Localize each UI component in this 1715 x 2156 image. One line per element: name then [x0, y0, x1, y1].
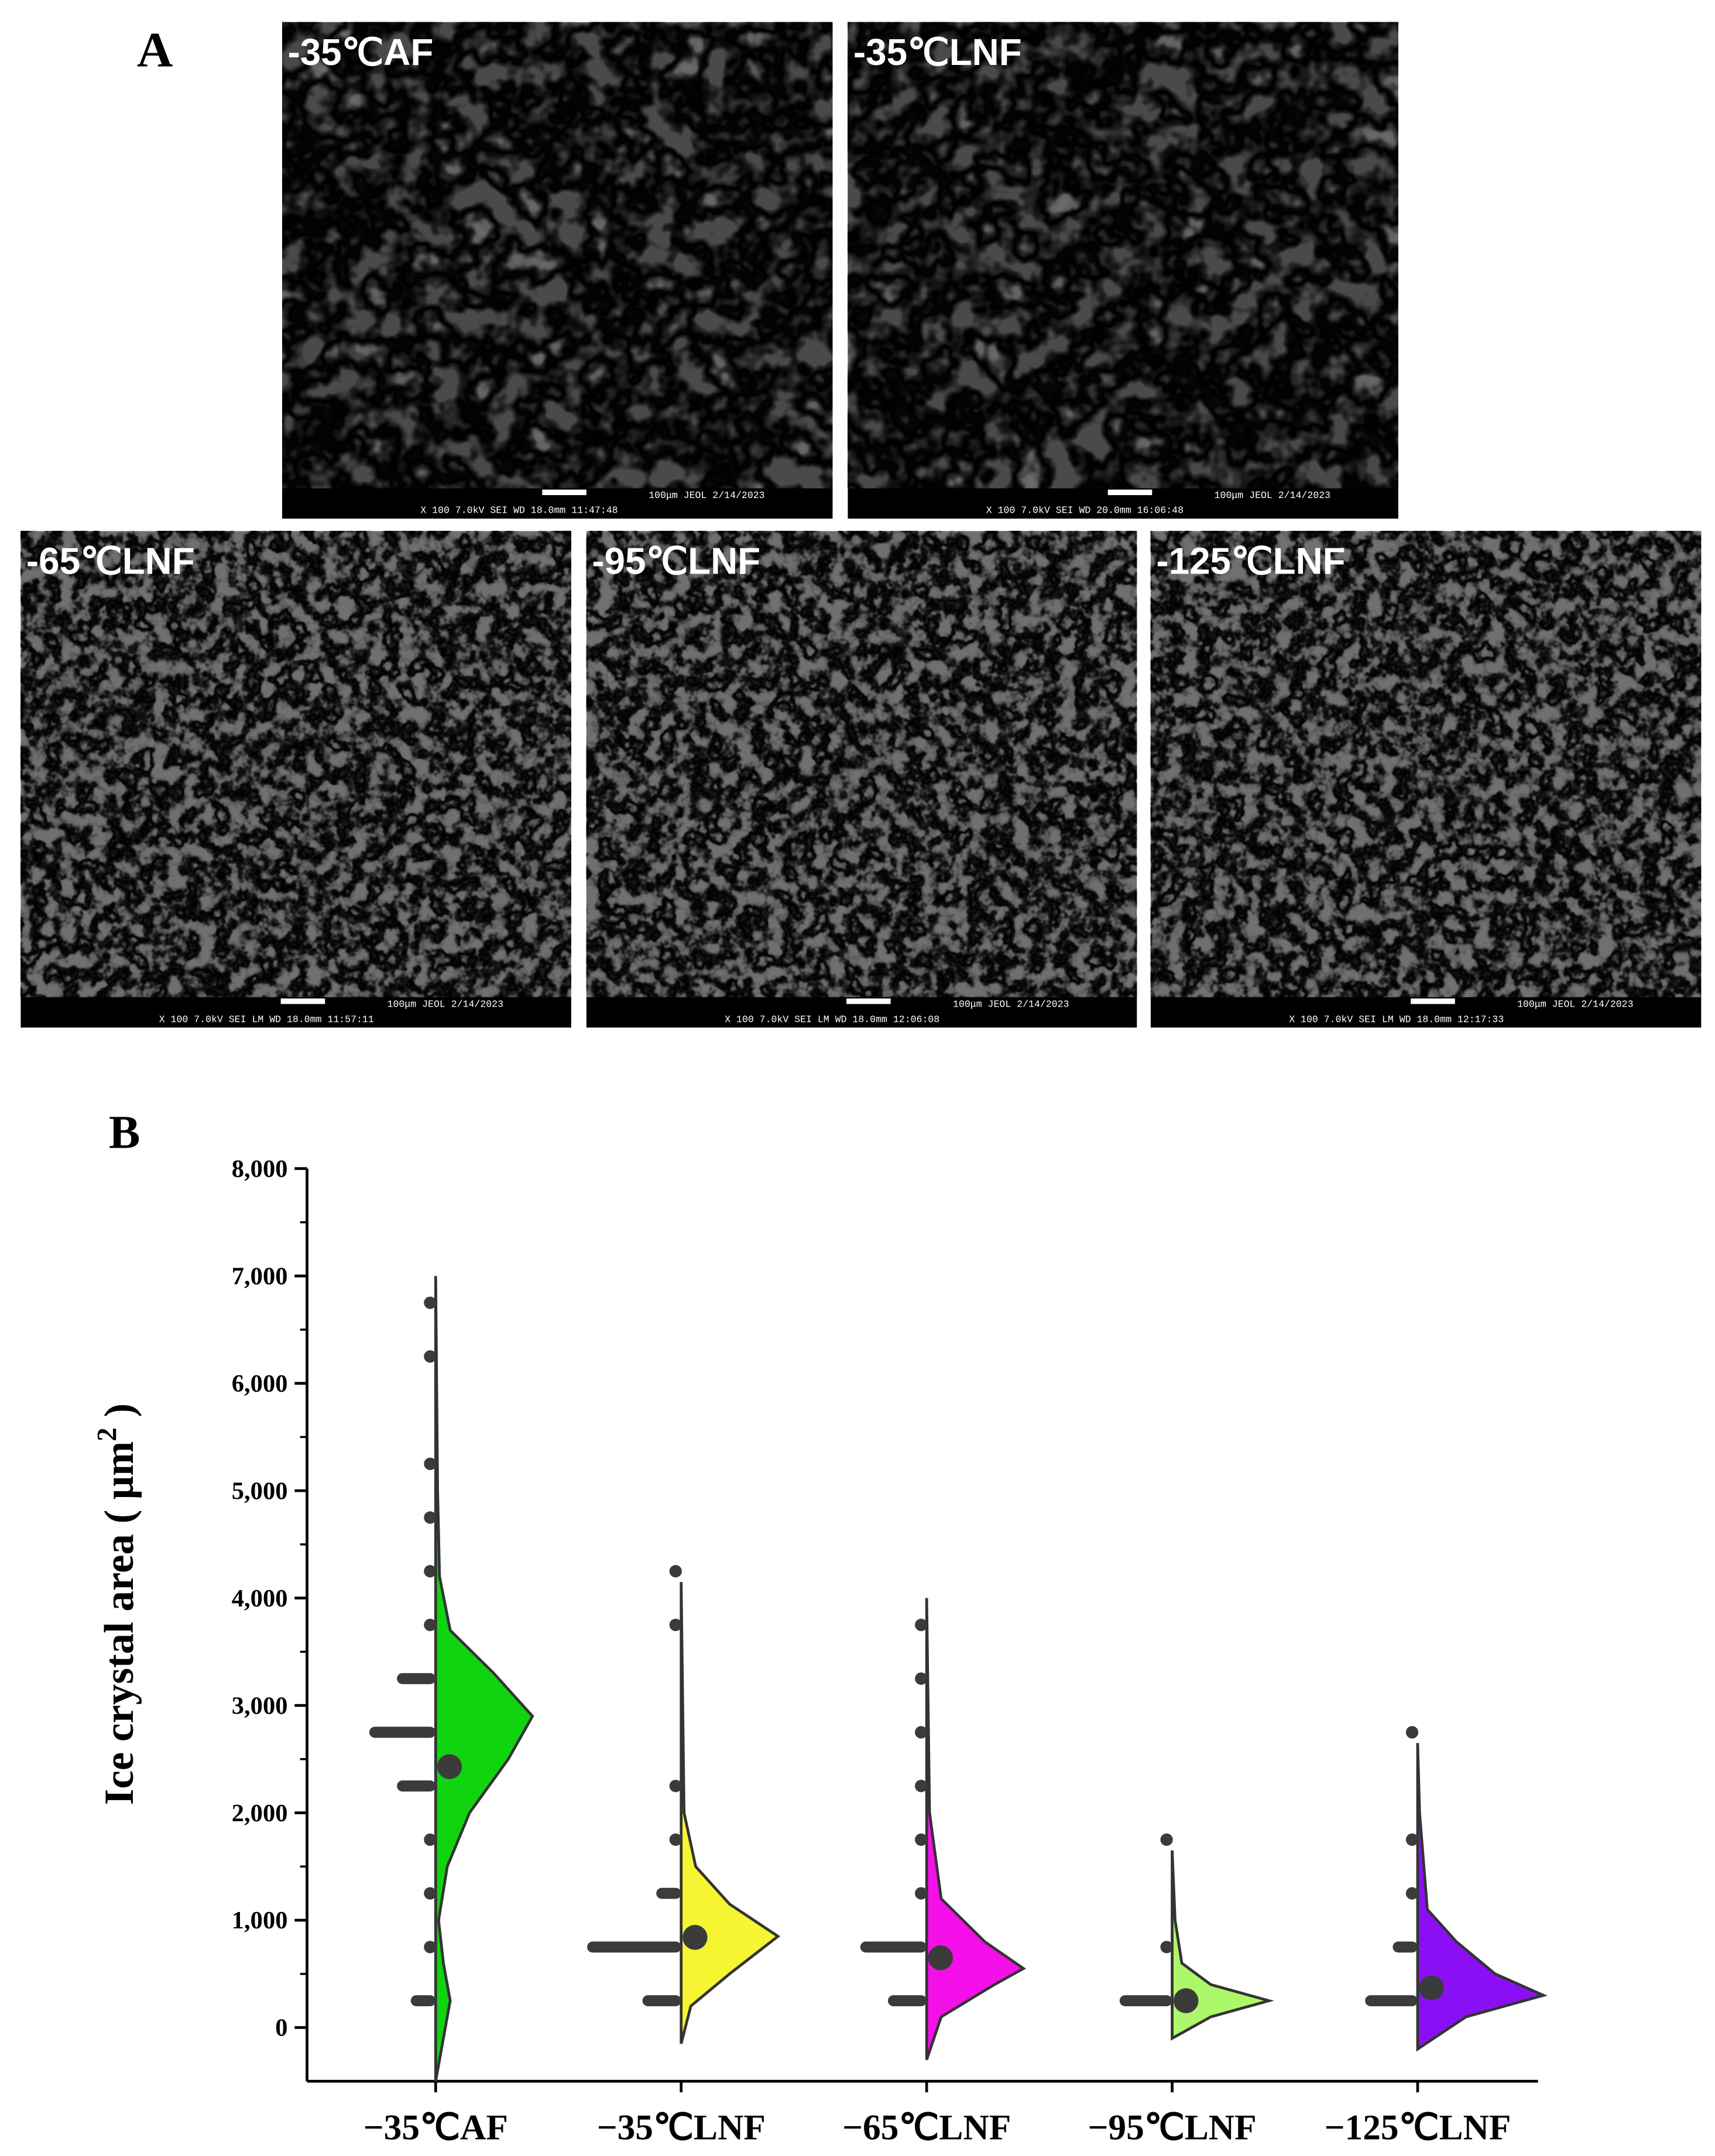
x-tick-label: −35℃LNF [597, 2108, 766, 2148]
scale-bar [1411, 998, 1455, 1004]
image-label: -95℃LNF [592, 540, 760, 582]
info-bar-text: X 100 7.0kV SEI LM WD 18.0mm 12:17:33 [1289, 1014, 1504, 1025]
x-tick-label: −95℃LNF [1088, 2108, 1256, 2148]
panel-label: A [137, 23, 173, 78]
data-point [424, 1350, 437, 1363]
data-point [1405, 1887, 1419, 1900]
image-label: -125℃LNF [1156, 540, 1345, 582]
y-axis-label-end: ) [97, 1403, 142, 1427]
y-tick-label: 1,000 [232, 1907, 288, 1934]
sem-image: 100μm JEOL 2/14/2023 X 100 7.0kV SEI WD 2… [848, 22, 1398, 519]
info-bar-text: 100μm JEOL 2/14/2023 [1517, 998, 1633, 1010]
image-texture [586, 531, 1137, 997]
scale-bar [542, 489, 586, 496]
y-axis-label-sup: 2 [92, 1427, 122, 1441]
y-tick-label: 3,000 [232, 1692, 288, 1719]
data-point [1405, 1833, 1419, 1846]
mean-point [1419, 1975, 1444, 2000]
image-texture [1150, 531, 1702, 997]
data-point [1160, 1833, 1173, 1846]
violin [434, 1276, 534, 2082]
data-point [669, 1780, 682, 1793]
panel-label: B [109, 1106, 140, 1158]
info-bar-text: 100μm JEOL 2/14/2023 [649, 490, 764, 501]
y-axis-label-text: Ice crystal area ( μm [97, 1441, 142, 1805]
y-tick-label: 6,000 [232, 1370, 288, 1398]
data-point [915, 1672, 928, 1685]
data-point [424, 1618, 437, 1632]
data-point [915, 1833, 928, 1846]
sem-image: 100μm JEOL 2/14/2023 X 100 7.0kV SEI LM W… [20, 531, 571, 1028]
y-axis-label: Ice crystal area ( μm2 ) [92, 1403, 142, 1805]
y-tick-label: 7,000 [232, 1262, 288, 1290]
data-point [915, 1618, 928, 1632]
info-bar-text: 100μm JEOL 2/14/2023 [387, 998, 503, 1010]
mean-point [682, 1925, 708, 1950]
scale-bar [1107, 489, 1153, 496]
sem-image: 100μm JEOL 2/14/2023 X 100 7.0kV SEI LM W… [586, 531, 1137, 1028]
data-point [1405, 1726, 1419, 1739]
data-point [915, 1726, 928, 1739]
info-bar-text: 100μm JEOL 2/14/2023 [1215, 490, 1330, 501]
chart: 0 1,000 2,000 3,000 4,000 5,000 6,000 7,000 8,00… [92, 1155, 1548, 2148]
info-bar-text: X 100 7.0kV SEI WD 18.0mm 11:47:48 [420, 505, 618, 516]
image-label: -35℃LNF [853, 31, 1022, 73]
data-point [915, 1780, 928, 1793]
sem-image: 100μm JEOL 2/14/2023 X 100 7.0kV SEI WD 1… [282, 22, 833, 519]
mean-point [928, 1945, 953, 1970]
data-point [424, 1833, 437, 1846]
data-point [669, 1618, 682, 1632]
info-bar-text: 100μm JEOL 2/14/2023 [953, 998, 1069, 1010]
data-point [669, 1565, 682, 1578]
sem-images: 100μm JEOL 2/14/2023 X 100 7.0kV SEI WD 1… [20, 22, 1702, 1028]
data-point [669, 1833, 682, 1846]
x-tick-label: −65℃LNF [842, 2108, 1011, 2148]
info-bar-text: X 100 7.0kV SEI LM WD 18.0mm 12:06:08 [725, 1014, 939, 1025]
x-tick-label: −35℃AF [363, 2108, 508, 2148]
y-tick-label: 0 [275, 2014, 287, 2042]
data-point [1160, 1941, 1173, 1954]
data-point [424, 1887, 437, 1900]
scale-bar [280, 998, 325, 1004]
mean-point [437, 1754, 462, 1779]
image-label: -35℃AF [287, 31, 433, 73]
scale-bar [846, 998, 891, 1004]
data-point [424, 1941, 437, 1954]
violin [1171, 1850, 1274, 2041]
image-label: -65℃LNF [26, 540, 195, 582]
y-tick-label: 5,000 [232, 1477, 288, 1505]
data-point [915, 1887, 928, 1900]
mean-point [1173, 1988, 1199, 2013]
info-bar-text: X 100 7.0kV SEI WD 20.0mm 16:06:48 [986, 505, 1184, 516]
x-tick-label: −125℃LNF [1324, 2108, 1511, 2148]
sem-image: 100μm JEOL 2/14/2023 X 100 7.0kV SEI LM W… [1150, 531, 1702, 1028]
data-point [424, 1565, 437, 1578]
data-point [424, 1511, 437, 1524]
info-bar-text: X 100 7.0kV SEI LM WD 18.0mm 11:57:11 [159, 1014, 374, 1025]
data-point [424, 1296, 437, 1309]
y-tick-label: 4,000 [232, 1585, 288, 1612]
image-texture [848, 22, 1398, 489]
y-tick-label: 2,000 [232, 1800, 288, 1827]
y-tick-label: 8,000 [232, 1155, 288, 1183]
violin [680, 1582, 781, 2044]
image-texture [282, 22, 833, 489]
violin [1416, 1743, 1548, 2052]
violin [925, 1598, 1027, 2061]
data-point [424, 1457, 437, 1470]
image-texture [20, 531, 571, 997]
